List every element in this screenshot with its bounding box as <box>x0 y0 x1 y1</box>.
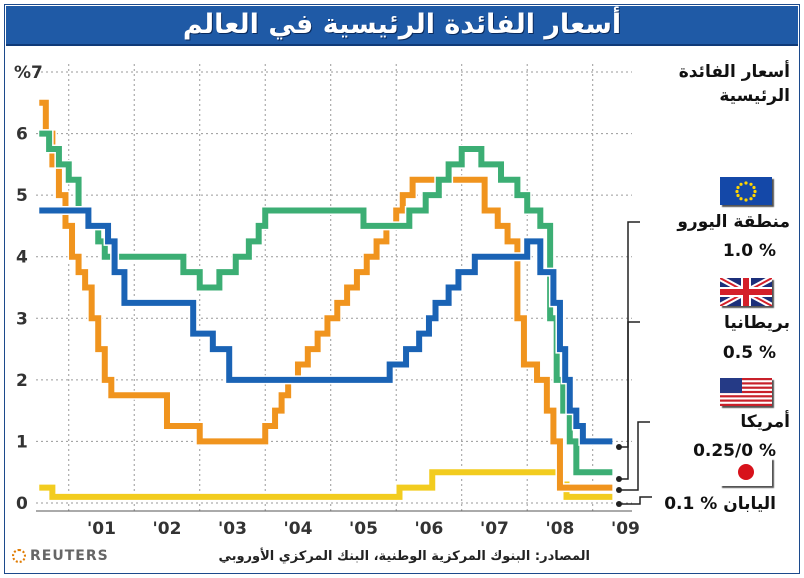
x-tick-label: '09 <box>611 519 640 539</box>
uk-rate: 0.5 % <box>722 343 776 363</box>
japan-label: 0.1 % اليابان <box>640 494 776 514</box>
y-tick-label: 0 <box>16 494 28 514</box>
y-tick-label: 6 <box>16 125 28 145</box>
leader-line <box>619 421 650 491</box>
legend-heading-line2: الرئيسية <box>719 86 790 106</box>
eurozone-name: منطقة اليورو <box>677 212 790 232</box>
uk-cross <box>720 278 772 306</box>
legend-heading-line1: أسعار الفائدة <box>678 62 790 82</box>
us-stripes <box>720 378 772 406</box>
x-tick-label: '07 <box>480 519 509 539</box>
brand-name: REUTERS <box>30 548 109 564</box>
uk-name: بريطانيا <box>724 313 790 333</box>
leader-dot <box>616 476 622 482</box>
reuters-dot-icon <box>12 549 26 563</box>
plot-area <box>36 64 632 511</box>
series-line <box>39 99 613 491</box>
x-tick-label: '04 <box>284 519 313 539</box>
leader-dot <box>616 444 622 450</box>
japan-flag-icon <box>720 458 772 486</box>
eu-flag-icon <box>720 177 772 205</box>
y-tick-label: 4 <box>16 248 28 268</box>
x-tick-label: '06 <box>415 519 444 539</box>
y-tick-label: 1 <box>16 432 28 452</box>
reuters-logo: REUTERS <box>12 548 109 564</box>
x-tick-label: '03 <box>218 519 247 539</box>
title-bar: أسعار الفائدة الرئيسية في العالم <box>6 6 798 46</box>
chart-title: أسعار الفائدة الرئيسية في العالم <box>182 9 622 40</box>
leader-dot <box>616 487 622 493</box>
x-tick-label: '01 <box>87 519 116 539</box>
x-tick-label: '05 <box>349 519 378 539</box>
japan-rate: 0.1 % <box>664 494 718 514</box>
series-line <box>39 207 613 445</box>
y-tick-label: 3 <box>16 309 28 329</box>
y-tick-label: 5 <box>16 186 28 206</box>
y-tick-label: 2 <box>16 371 28 391</box>
eurozone-rate: 1.0 % <box>722 241 776 261</box>
japan-disc <box>720 458 772 486</box>
leader-dot <box>616 501 622 507</box>
us-name: أمريكا <box>740 412 790 432</box>
x-tick-label: '08 <box>546 519 575 539</box>
uk-flag-icon <box>720 278 772 306</box>
eu-stars <box>735 181 757 202</box>
us-rate: 0.25/0 % <box>693 441 776 461</box>
us-flag-icon <box>720 378 772 406</box>
source-note: المصادر: البنوك المركزية الوطنية، البنك … <box>218 549 590 564</box>
x-tick-label: '02 <box>153 519 182 539</box>
leader-line <box>619 321 640 480</box>
leader-line <box>619 496 652 505</box>
y-tick-label: %7 <box>14 63 43 83</box>
japan-name: اليابان <box>723 494 776 514</box>
legend-heading: أسعار الفائدة الرئيسية <box>640 60 790 108</box>
